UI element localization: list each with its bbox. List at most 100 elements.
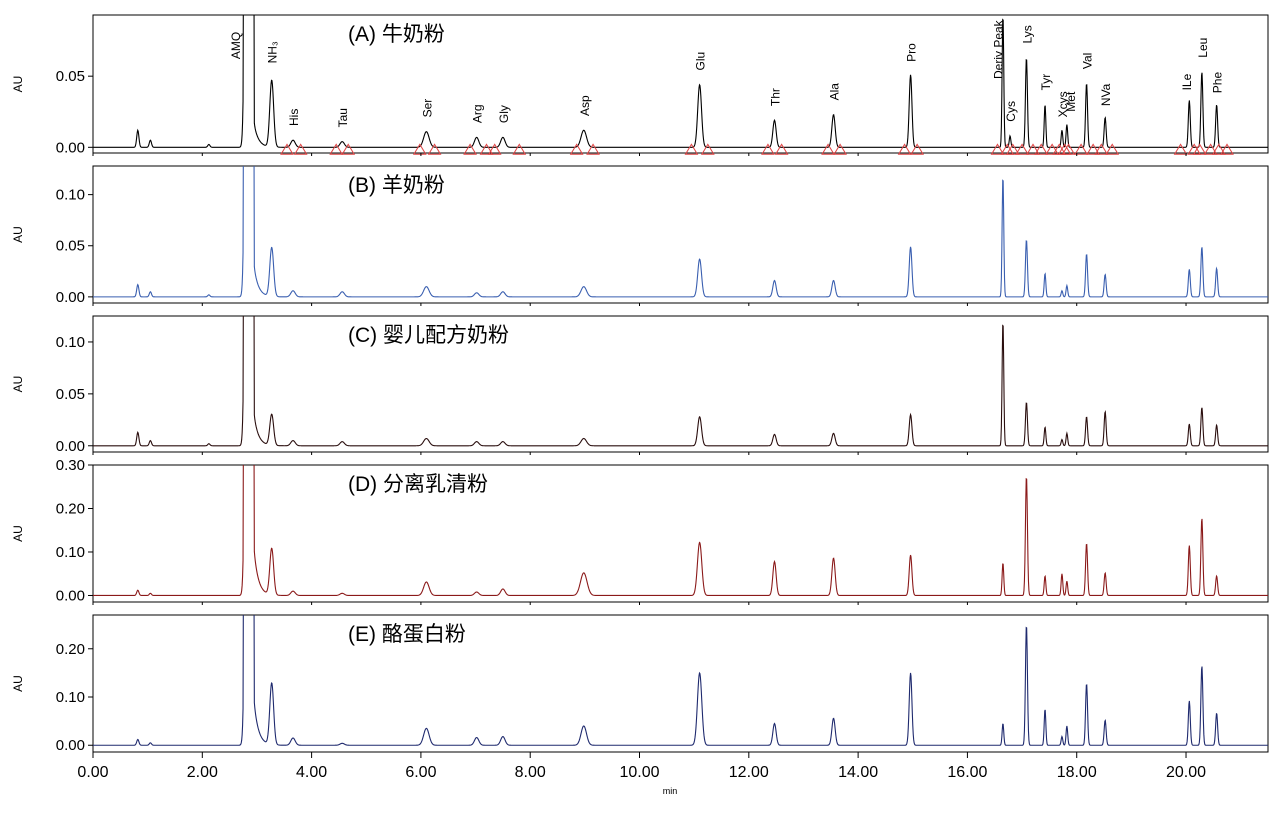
- panel-title: (D) 分离乳清粉: [348, 473, 488, 496]
- peak-label-phe: Phe: [1211, 72, 1225, 94]
- peak-label-deriv-peak: Deriv Peak: [992, 19, 1006, 79]
- y-axis-label: AU: [11, 675, 25, 692]
- integration-marker: [684, 143, 699, 155]
- integration-marker: [1105, 143, 1120, 155]
- panel-d: 0.00 0.10 0.20 0.30 AU (D) 分离乳清粉: [11, 457, 1269, 605]
- y-tick-label: 0.10: [56, 544, 85, 561]
- integration-marker: [412, 143, 427, 155]
- integration-marker: [427, 143, 442, 155]
- y-axis-label: AU: [11, 376, 25, 393]
- y-tick-label: 0.30: [56, 457, 85, 474]
- peak-label-ile: ILe: [1180, 73, 1194, 90]
- y-tick-label: 0.05: [56, 238, 85, 255]
- integration-marker: [1034, 143, 1049, 155]
- integration-marker: [341, 143, 356, 155]
- integration-marker: [1015, 143, 1029, 155]
- x-tick-label: 16.00: [947, 764, 987, 781]
- integration-marker: [1192, 143, 1207, 155]
- peak-label-xcys: Xcys: [1056, 91, 1070, 117]
- integration-marker: [1211, 143, 1226, 155]
- integration-marker: [329, 143, 344, 155]
- integration-marker: [1086, 143, 1101, 155]
- x-tick-label: 14.00: [838, 764, 878, 781]
- x-tick-label: 10.00: [619, 764, 659, 781]
- integration-marker: [1045, 143, 1060, 155]
- peak-label-cys: Cys: [1004, 101, 1018, 122]
- integration-marker: [586, 143, 600, 155]
- y-tick-label: 0.20: [56, 641, 85, 658]
- plot-frame: [92, 614, 1269, 753]
- integration-marker: [774, 143, 789, 155]
- integration-marker: [512, 143, 527, 155]
- y-axis-label: AU: [11, 525, 25, 542]
- plot-frame: [92, 315, 1269, 453]
- integration-marker: [700, 143, 715, 155]
- panel-c: 0.00 0.05 0.10 AU (C) 婴儿配方奶粉: [11, 315, 1269, 455]
- y-tick-label: 0.05: [56, 68, 85, 85]
- x-tick-label: 2.00: [187, 764, 218, 781]
- integration-marker: [463, 143, 477, 155]
- integration-marker: [479, 143, 494, 155]
- peak-label-amq: AMQ: [229, 32, 243, 59]
- peak-label-nh-: NH₃: [266, 41, 280, 63]
- y-tick-label: 0.00: [56, 438, 85, 455]
- y-tick-label: 0.00: [56, 587, 85, 604]
- integration-marker: [293, 143, 308, 155]
- panel-title: (B) 羊奶粉: [348, 174, 445, 197]
- chromatogram-trace: [93, 166, 1268, 298]
- peak-label-glu: Glu: [694, 52, 708, 71]
- integration-marker: [910, 143, 925, 155]
- x-tick-label: 8.00: [515, 764, 546, 781]
- x-axis-label: min: [663, 786, 678, 796]
- y-tick-label: 0.10: [56, 187, 85, 204]
- panel-title: (A) 牛奶粉: [348, 23, 445, 46]
- x-tick-label: 0.00: [77, 764, 108, 781]
- integration-marker: [1094, 143, 1109, 155]
- peak-label-nva: NVa: [1099, 83, 1113, 106]
- integration-marker: [1203, 143, 1218, 155]
- peak-label-pro: Pro: [905, 43, 919, 62]
- peak-label-thr: Thr: [769, 88, 783, 106]
- plot-frame: [92, 464, 1269, 603]
- y-tick-label: 0.20: [56, 500, 85, 517]
- integration-marker: [569, 143, 584, 155]
- integration-marker: [487, 143, 502, 155]
- panel-b: 0.00 0.05 0.10 AU (B) 羊奶粉: [11, 165, 1269, 306]
- x-tick-label: 6.00: [405, 764, 436, 781]
- plot-frame: [92, 165, 1269, 304]
- peak-label-his: His: [287, 109, 301, 126]
- peak-label-tau: Tau: [336, 108, 350, 127]
- x-tick-label: 4.00: [296, 764, 327, 781]
- y-tick-label: 0.00: [56, 289, 85, 306]
- chromatogram-trace: [93, 615, 1268, 746]
- peak-label-met: Met: [1064, 91, 1078, 112]
- chromatogram-trace: [93, 465, 1268, 597]
- integration-marker: [280, 143, 294, 155]
- y-axis-label: AU: [11, 226, 25, 243]
- plot-frame: [92, 14, 1269, 154]
- integration-marker: [833, 143, 847, 155]
- peak-label-gly: Gly: [497, 105, 511, 123]
- integration-marker: [1074, 143, 1088, 155]
- integration-marker: [1005, 143, 1020, 155]
- peak-label-val: Val: [1081, 53, 1095, 69]
- chromatogram-trace: [93, 15, 1268, 148]
- y-tick-label: 0.10: [56, 334, 85, 351]
- x-tick-label: 12.00: [729, 764, 769, 781]
- panel-title: (C) 婴儿配方奶粉: [348, 324, 509, 347]
- peak-label-ser: Ser: [420, 99, 434, 118]
- integration-marker: [1220, 143, 1234, 155]
- y-axis-label: AU: [11, 76, 25, 93]
- peak-label-asp: Asp: [578, 95, 592, 116]
- x-tick-label: 18.00: [1057, 764, 1097, 781]
- integration-marker: [761, 143, 775, 155]
- integration-marker: [990, 143, 1005, 155]
- y-tick-label: 0.10: [56, 689, 85, 706]
- integration-marker: [1026, 143, 1040, 155]
- y-tick-label: 0.05: [56, 386, 85, 403]
- integration-marker: [1173, 143, 1188, 155]
- integration-marker: [897, 143, 912, 155]
- peak-label-arg: Arg: [471, 104, 485, 123]
- chromatogram-trace: [93, 316, 1268, 447]
